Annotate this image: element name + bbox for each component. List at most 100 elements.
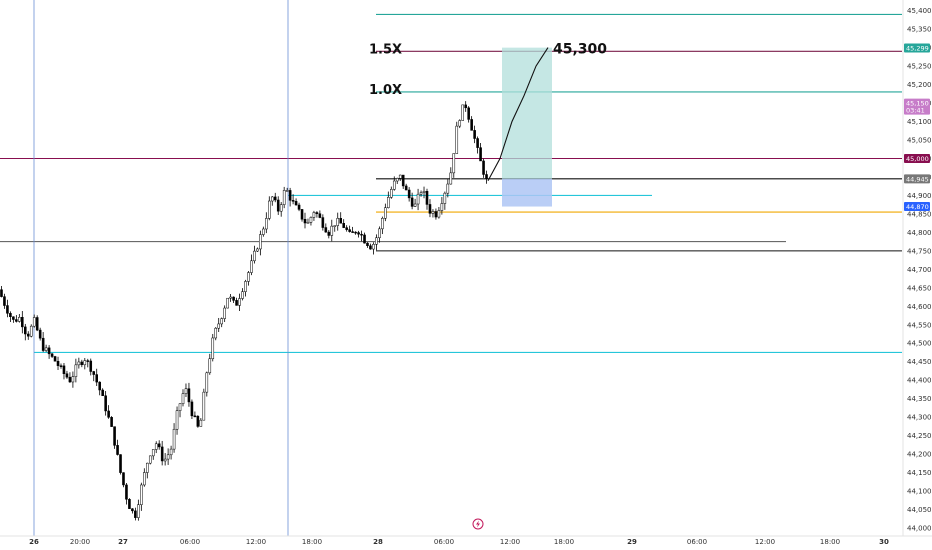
price-tick: 44,150 [907, 469, 932, 477]
candle-body [47, 347, 51, 355]
time-tick: 18:00 [554, 538, 574, 546]
time-tick: 12:00 [246, 538, 266, 546]
candle-body [41, 337, 45, 351]
candle-body [18, 317, 21, 322]
time-axis[interactable]: 26 20:00 27 06:00 12:00 18:00 28 06:00 12:00 18:0… [0, 535, 932, 546]
candle-body [148, 455, 152, 464]
candle-body [15, 319, 18, 322]
candle-body [24, 326, 27, 335]
price-tick: 44,350 [907, 395, 932, 403]
candle-body [134, 510, 137, 518]
candle-body [140, 484, 143, 505]
candle-body [196, 415, 200, 427]
candle-body [262, 228, 265, 235]
candle-body [146, 462, 149, 473]
candle-body [199, 419, 203, 427]
candle-body [288, 190, 292, 201]
candle-body [434, 211, 438, 218]
candle-body [342, 223, 345, 228]
candle-body [467, 107, 470, 120]
projection-path[interactable] [487, 47, 549, 181]
candle-body [300, 209, 304, 220]
time-tick: 28 [373, 538, 383, 546]
candle-body [116, 445, 119, 455]
price-badge [904, 43, 930, 53]
candle-body [366, 242, 369, 246]
price-badge [904, 153, 930, 163]
candle-body [354, 231, 357, 234]
price-tick: 44,100 [907, 488, 932, 496]
candle-body [163, 458, 167, 462]
candle-body [59, 365, 63, 367]
candle-body [404, 185, 408, 191]
candle-body [86, 360, 90, 362]
time-tick: 26 [29, 538, 39, 546]
candle-body [336, 218, 340, 226]
candle-body [351, 231, 354, 233]
candle-body [345, 227, 348, 230]
candle-body [282, 190, 286, 205]
candle-body [184, 388, 188, 394]
price-badge-label: 44,945 [906, 175, 929, 183]
event-icon-ring[interactable] [472, 518, 484, 530]
candle-body [369, 245, 372, 250]
candle-body [253, 250, 256, 262]
candle-body [107, 410, 110, 418]
candle-body [375, 237, 378, 245]
time-tick: 18:00 [820, 538, 840, 546]
stop-zone[interactable] [502, 178, 552, 207]
candle-body [128, 499, 131, 509]
time-tick: 18:00 [302, 538, 322, 546]
candle-body [306, 222, 310, 224]
candle-body [285, 190, 289, 192]
candle-body [291, 200, 295, 202]
candle-body [172, 428, 176, 450]
time-tick: 12:00 [755, 538, 775, 546]
candle-body [464, 104, 467, 109]
event-icon-bolt [476, 520, 480, 528]
candle-body [381, 218, 384, 230]
candle-body [26, 333, 30, 337]
candle-body [416, 193, 420, 205]
candle-body [71, 376, 75, 383]
candle-body [378, 228, 381, 239]
candle-body [50, 353, 54, 357]
candle-body [422, 190, 426, 193]
candle-body [95, 374, 98, 383]
candle-body [339, 218, 342, 224]
candle-body [265, 218, 268, 230]
candle-body [294, 201, 298, 206]
candle-body [181, 393, 185, 405]
price-axis[interactable]: 45,40045,35045,30045,25045,20045,15045,1… [907, 7, 932, 532]
price-badge-label: 45,299 [906, 45, 929, 53]
price-badge-countdown: 03:41 [906, 107, 925, 115]
target-zone[interactable] [502, 47, 552, 179]
price-tick: 44,600 [907, 303, 932, 311]
candle-body [232, 296, 235, 301]
candle-body [169, 448, 173, 456]
candle-body [312, 212, 316, 218]
candle-body [154, 443, 158, 450]
price-tick: 44,250 [907, 432, 932, 440]
position-zones[interactable] [502, 47, 552, 207]
candle-body [387, 197, 390, 208]
candle-body [187, 388, 191, 403]
candle-body [461, 104, 464, 121]
candle-body [485, 174, 488, 179]
projection-line[interactable] [487, 47, 549, 181]
candle-body [143, 472, 146, 486]
annotation-1-5x: 1.5X [369, 42, 402, 57]
time-tick: 06:00 [687, 538, 707, 546]
lightning-icon[interactable] [472, 518, 484, 530]
time-tick: 12:00 [500, 538, 520, 546]
candle-body [333, 225, 337, 227]
candle-body [273, 196, 277, 201]
candle-body [440, 203, 444, 211]
price-tick: 44,500 [907, 340, 932, 348]
candle-body [268, 200, 271, 219]
candle-body [437, 210, 441, 218]
candle-body [327, 231, 331, 236]
time-tick: 20:00 [70, 538, 90, 546]
candle-body [6, 305, 9, 314]
